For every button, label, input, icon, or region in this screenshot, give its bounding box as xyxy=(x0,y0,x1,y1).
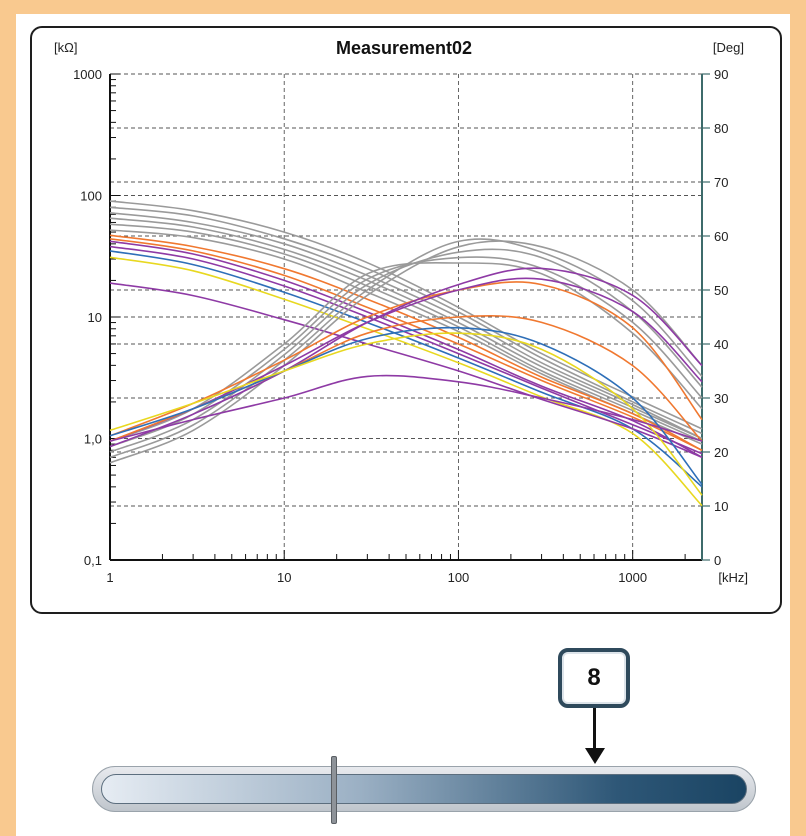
chart-panel: 1 10 100 1000 0,1 1,0 10 100 1000 0 10 20 30 40 50 60 70… xyxy=(30,26,782,614)
y-right-tick-label: 40 xyxy=(714,337,728,352)
y-right-tick-label: 60 xyxy=(714,229,728,244)
series-line-2 xyxy=(109,212,703,440)
x-tick-label: 1000 xyxy=(618,570,647,585)
x-tick-label: 1 xyxy=(106,570,113,585)
y-right-tick-label: 30 xyxy=(714,391,728,406)
x-tick-label: 100 xyxy=(448,570,470,585)
y-left-tick-label: 1,0 xyxy=(84,432,102,447)
series-line-23 xyxy=(109,332,703,496)
series-line-13 xyxy=(109,240,703,464)
chart: 1 10 100 1000 0,1 1,0 10 100 1000 0 10 20 30 40 50 60 70… xyxy=(54,38,748,585)
series-line-6 xyxy=(109,234,703,452)
y-left-unit: [kΩ] xyxy=(54,40,77,55)
value-callout: 8 xyxy=(558,648,630,708)
series-line-22 xyxy=(109,326,703,485)
arrow-head-icon xyxy=(585,748,605,764)
chart-title: Measurement02 xyxy=(336,38,472,58)
series-line-10 xyxy=(109,250,703,488)
callout-value: 8 xyxy=(587,664,601,691)
slider-thumb[interactable] xyxy=(331,756,338,824)
series-line-11 xyxy=(109,256,703,507)
series-line-17 xyxy=(109,261,703,442)
y-right-tick-label: 10 xyxy=(714,499,728,514)
y-left-tick-label: 0,1 xyxy=(84,553,102,568)
x-unit: [kHz] xyxy=(718,570,748,585)
series-line-0 xyxy=(109,200,703,430)
x-tick-label: 10 xyxy=(277,570,291,585)
y-left-tick-label: 100 xyxy=(80,189,102,204)
y-right-tick-label: 50 xyxy=(714,283,728,298)
series-line-9 xyxy=(109,245,703,455)
y-right-tick-label: 80 xyxy=(714,121,728,136)
y-right-tick-label: 20 xyxy=(714,445,728,460)
slider-track[interactable] xyxy=(92,766,756,812)
slider-gradient xyxy=(101,774,747,804)
series-line-3 xyxy=(109,217,703,440)
series-line-12 xyxy=(109,282,703,459)
y-left-tick-label: 1000 xyxy=(73,67,102,82)
y-right-unit: [Deg] xyxy=(713,40,744,55)
y-left-tick-label: 10 xyxy=(88,310,102,325)
y-right-tick-label: 90 xyxy=(714,67,728,82)
y-right-tick-label: 70 xyxy=(714,175,728,190)
y-right-tick-label: 0 xyxy=(714,553,721,568)
series-line-24 xyxy=(109,374,703,442)
series-line-19 xyxy=(109,267,703,448)
series-line-8 xyxy=(109,240,703,459)
arrow-down-icon xyxy=(593,708,596,754)
